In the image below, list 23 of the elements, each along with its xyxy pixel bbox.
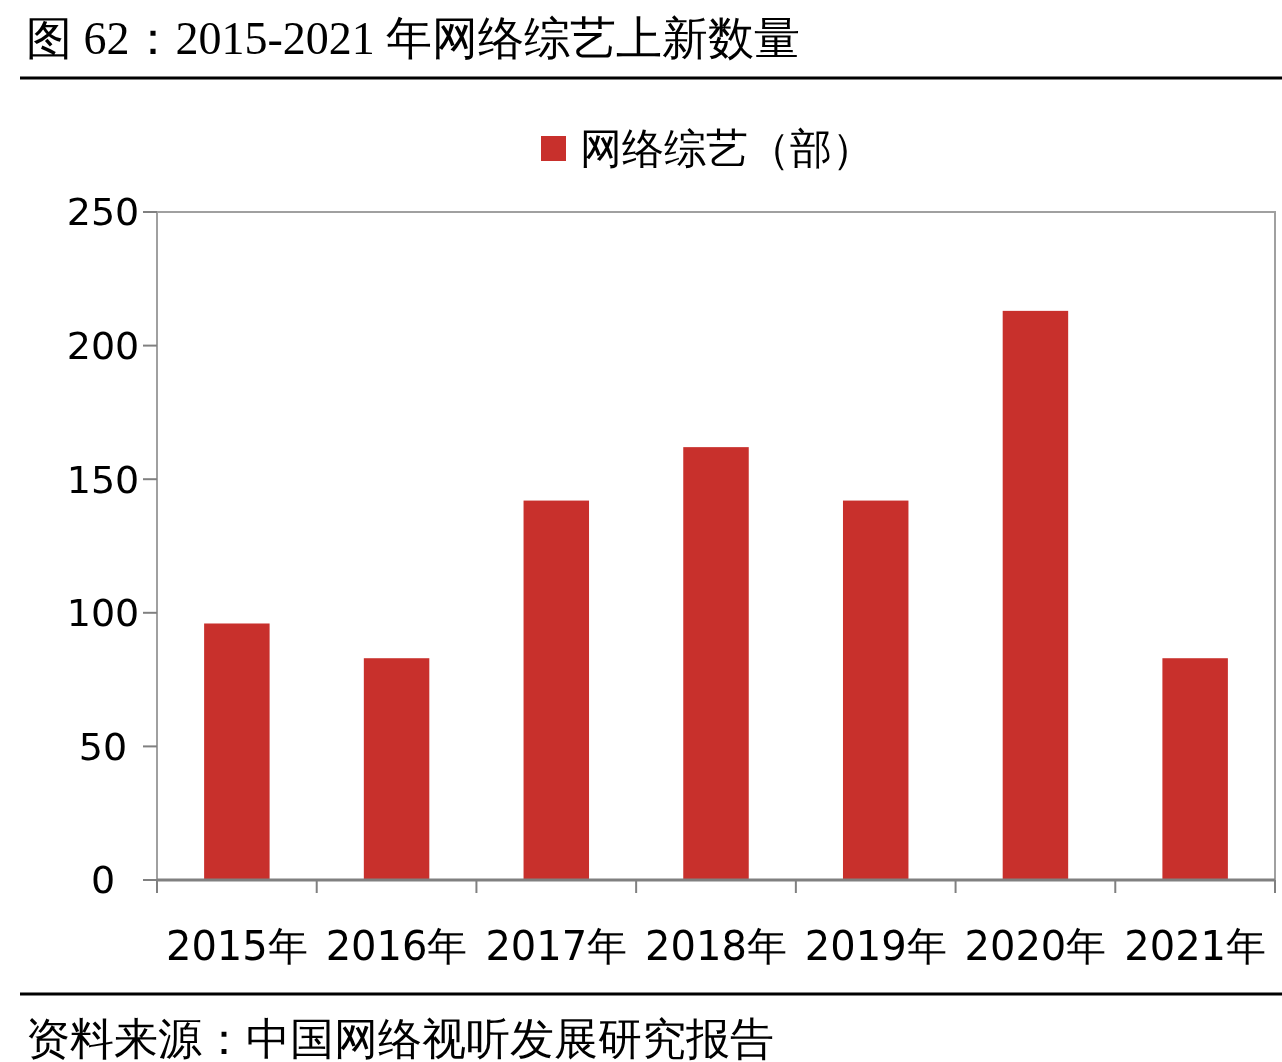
y-tick-label: 200 <box>66 323 140 368</box>
x-tick-label: 2019年 <box>804 923 947 969</box>
x-tick-label: 2015年 <box>165 923 308 969</box>
bar <box>842 500 909 880</box>
bar <box>523 500 590 880</box>
y-tick-label: 250 <box>66 190 140 235</box>
text: 资料来源：中国网络视听发展研究报告 <box>26 1013 774 1062</box>
bar <box>1162 658 1228 880</box>
y-tick-label: 50 <box>78 724 128 769</box>
y-tick-label: 150 <box>66 457 140 502</box>
x-tick-label: 2021年 <box>1124 923 1267 969</box>
legend-label: 网络综艺（部） <box>580 123 874 173</box>
x-tick-label: 2017年 <box>485 923 628 969</box>
x-tick-label: 2018年 <box>645 923 787 969</box>
y-tick-label: 100 <box>66 591 140 636</box>
bar <box>363 658 430 880</box>
x-tick-label: 2016年 <box>325 923 468 969</box>
y-tick-label: 0 <box>90 858 116 903</box>
bar <box>683 447 749 880</box>
chart-title: 图 62：2015-2021 年网络综艺上新数量 <box>26 13 801 64</box>
bar <box>1002 310 1069 880</box>
bar <box>204 623 270 880</box>
x-tick-label: 2020年 <box>964 923 1107 969</box>
